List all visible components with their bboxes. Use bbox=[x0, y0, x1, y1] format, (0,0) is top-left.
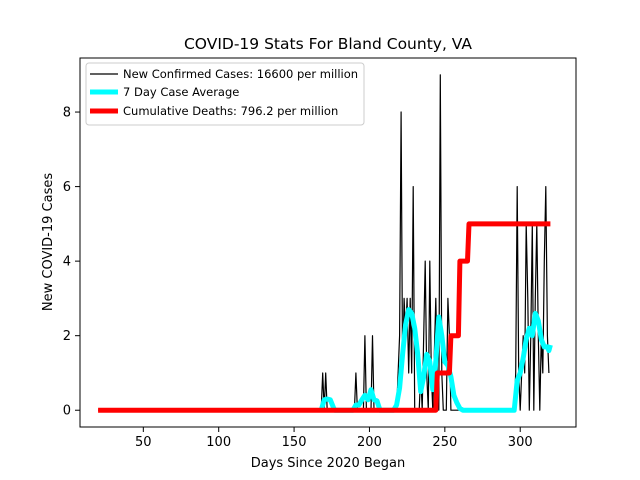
x-axis: 50 100 150 200 250 300 bbox=[135, 427, 533, 450]
series-group bbox=[98, 74, 553, 413]
legend-label-average: 7 Day Case Average bbox=[123, 85, 239, 99]
plot-frame bbox=[79, 57, 577, 428]
series-line-7-day-average bbox=[318, 307, 553, 413]
legend: New Confirmed Cases: 16600 per million 7… bbox=[85, 62, 365, 126]
y-axis: 0 2 4 6 8 bbox=[63, 106, 80, 419]
y-tick-label: 6 bbox=[63, 180, 71, 195]
x-tick-label: 100 bbox=[206, 435, 231, 450]
y-tick-label: 4 bbox=[63, 255, 71, 270]
y-axis-label: New COVID-19 Cases bbox=[41, 173, 56, 311]
y-tick-label: 2 bbox=[63, 329, 71, 344]
legend-label-cases: New Confirmed Cases: 16600 per million bbox=[123, 67, 358, 81]
x-tick-label: 200 bbox=[357, 435, 382, 450]
legend-label-deaths: Cumulative Deaths: 796.2 per million bbox=[123, 104, 338, 118]
y-tick-label: 0 bbox=[63, 404, 71, 419]
y-tick-label: 8 bbox=[63, 106, 71, 121]
x-tick-label: 150 bbox=[282, 435, 307, 450]
series-line-cumulative-deaths bbox=[98, 221, 551, 413]
x-tick-label: 300 bbox=[508, 435, 533, 450]
chart-title: COVID-19 Stats For Bland County, VA bbox=[184, 35, 472, 53]
x-tick-label: 50 bbox=[135, 435, 152, 450]
legend-box bbox=[85, 62, 365, 126]
x-tick-label: 250 bbox=[432, 435, 457, 450]
x-axis-label: Days Since 2020 Began bbox=[251, 456, 406, 471]
